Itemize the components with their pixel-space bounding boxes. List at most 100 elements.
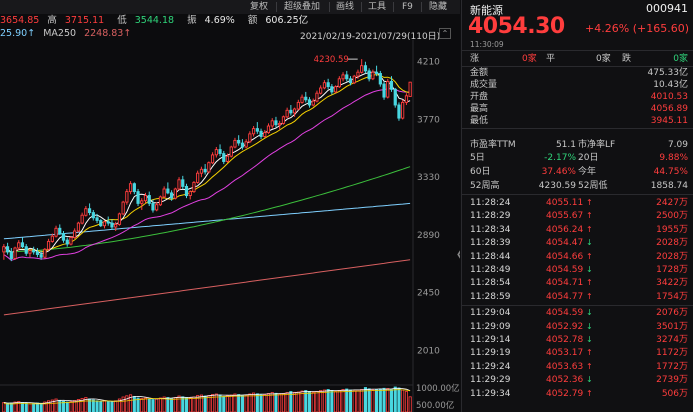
flat-count-value: 0家: [596, 54, 611, 64]
arrow-down-icon: ↓: [586, 335, 593, 344]
volume-bar: [199, 394, 204, 412]
super-overlay-button[interactable]: 超级叠加: [284, 2, 321, 12]
trade-qty: 506万: [661, 388, 688, 399]
trade-time: 11:29:29: [470, 375, 511, 386]
volume-bar: [2, 402, 6, 412]
ma-partial-value: 25.90↑: [0, 28, 36, 39]
candle-body: [87, 208, 92, 214]
d5-label: 5日: [470, 153, 485, 163]
volume-bar: [371, 389, 375, 412]
volume-bar: [151, 399, 155, 412]
w52-low-value: 1858.74: [650, 181, 688, 191]
candle-body: [20, 242, 25, 248]
trade-price: 4054.59: [546, 308, 584, 319]
candle-body: [188, 191, 192, 196]
volume-bar: [408, 396, 412, 412]
volume-bar: [244, 394, 248, 412]
ma10-line: [3, 74, 411, 253]
candle-body: [255, 128, 259, 132]
volume-label: 成交量: [470, 80, 498, 90]
down-count-value: 0家: [673, 54, 688, 64]
volume-ma5-line: [3, 387, 411, 404]
ma250-label: MA250: [43, 28, 77, 39]
trade-price: 4054.66: [546, 251, 584, 262]
candle-body: [121, 201, 125, 215]
volume-bar: [143, 397, 148, 412]
candle-body: [274, 120, 278, 126]
arrow-up-icon: ↑: [586, 278, 593, 288]
volume-bar: [173, 397, 177, 412]
volume-bar: [278, 393, 282, 412]
candle-body: [61, 233, 66, 241]
volume-bar: [47, 400, 51, 412]
volume-bar: [140, 398, 144, 412]
pb-label: 市净率LF: [578, 140, 616, 150]
volume-bar: [285, 392, 289, 412]
candle-body: [345, 74, 349, 80]
candle-body: [117, 213, 122, 225]
chevron-up-icon[interactable]: ⌃: [439, 28, 451, 39]
volume-bar: [319, 390, 323, 412]
fuquan-button[interactable]: 复权: [250, 2, 269, 12]
ma-info-bar: 25.90↑ MA250 2248.83↑: [0, 28, 141, 40]
volume-bar: [114, 400, 118, 412]
kline-chart-panel[interactable]: 复权 超级叠加 画线 工具 F9 隐藏 3654.85 高 3715.11 低 …: [0, 0, 460, 412]
trade-row: 11:28:54 4054.71 ↑ 3422万: [462, 277, 693, 289]
volume-bar: [333, 391, 338, 412]
volume-bar: [196, 395, 200, 412]
candle-body: [196, 172, 200, 183]
candle-body: [43, 248, 47, 258]
amplitude-value: 4.69%: [204, 15, 235, 26]
volume-bar: [263, 394, 267, 412]
volume-bar: [158, 397, 163, 412]
candle-body: [337, 78, 341, 88]
tools-button[interactable]: 工具: [368, 2, 387, 12]
candle-body: [307, 99, 312, 106]
trade-qty: 3422万: [656, 278, 688, 289]
hide-button[interactable]: 隐藏: [429, 2, 448, 12]
trade-price: 4056.24: [546, 224, 584, 235]
y-tick-label: 4210: [417, 58, 440, 68]
candle-body: [125, 191, 129, 203]
draw-line-button[interactable]: 画线: [336, 2, 355, 12]
candle-body: [210, 154, 215, 164]
volume-bar: [169, 398, 174, 412]
trade-time: 11:28:54: [470, 278, 511, 289]
volume-bar: [125, 395, 129, 412]
toolbar-divider: [393, 2, 394, 12]
volume-bar: [84, 397, 88, 412]
volume-bar: [132, 396, 136, 412]
volume-bar: [121, 396, 125, 412]
ohlc-info-bar: 3654.85 高 3715.11 低 3544.18 振 4.69% 额 60…: [0, 15, 318, 27]
ytd-value: 44.75%: [653, 167, 688, 177]
volume-bar: [233, 393, 237, 412]
trade-price: 4052.92: [546, 321, 584, 332]
candle-body: [319, 87, 323, 94]
valuation-row: 市盈率TTM 51.1 市净率LF 7.09: [462, 139, 693, 151]
trade-price: 4052.79: [546, 388, 584, 399]
candle-body: [222, 153, 226, 162]
candle-body: [244, 141, 248, 148]
volume-bar: [315, 391, 319, 412]
arrow-up-icon: ↑: [586, 198, 593, 207]
candle-body: [128, 183, 133, 193]
candle-body: [143, 195, 148, 202]
candle-body: [367, 70, 371, 80]
candle-body: [408, 81, 412, 97]
collapse-arrow-icon[interactable]: ❮: [456, 250, 460, 260]
candle-body: [17, 242, 21, 249]
trade-qty: 3274万: [656, 335, 688, 345]
volume-bar: [356, 389, 360, 412]
volume-bar: [393, 386, 397, 412]
volume-bar: [50, 399, 54, 412]
candle-body: [65, 239, 69, 245]
arrow-up-icon: ↑: [586, 251, 593, 261]
volume-bar: [210, 394, 215, 412]
quote-time: 11:30:09: [470, 40, 504, 49]
divider: [462, 128, 693, 129]
candle-body: [5, 246, 10, 253]
f9-button[interactable]: F9: [402, 2, 413, 12]
candle-body: [28, 250, 32, 254]
week52-row: 52周高 4230.59 52周低 1858.74: [462, 180, 693, 192]
trade-row: 11:28:34 4056.24 ↑ 1955万: [462, 224, 693, 236]
